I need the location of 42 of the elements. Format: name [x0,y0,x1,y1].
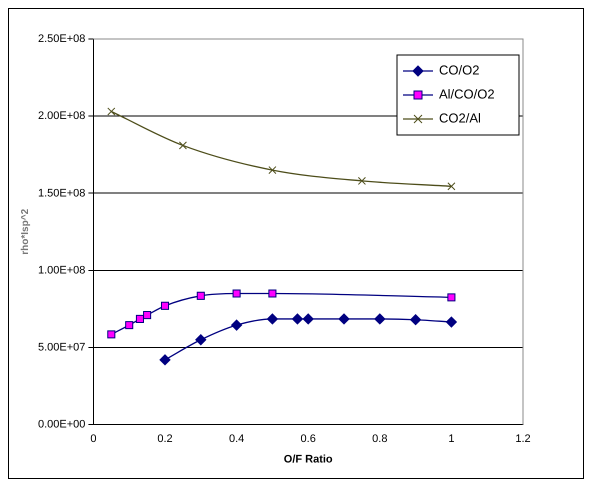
y-axis-title: rho*Isp^2 [20,208,31,255]
point [266,313,278,324]
point [447,182,456,190]
legend-label: Al/CO/O2 [439,86,495,102]
point [195,334,206,346]
point [446,316,457,328]
x-tick-label: 1.2 [515,433,531,446]
x-tick-label: 0.4 [228,433,244,446]
y-tick-label: 5.00E+07 [38,342,86,354]
y-tick-label: 1.00E+08 [38,264,86,276]
y-tick-label: 2.50E+08 [38,33,86,46]
point [160,354,171,366]
y-tick-label: 2.00E+08 [38,110,86,122]
point [136,314,144,323]
point [231,320,242,331]
legend-label: CO2/Al [439,110,482,126]
point [302,313,314,324]
x-tick-label: 0.2 [157,433,173,446]
point [143,311,152,320]
point [268,289,276,298]
point [178,141,187,150]
x-tick-label: 0.8 [372,433,388,446]
point [196,292,205,300]
x-tick-label: 0.6 [300,433,316,446]
point [358,176,366,185]
x-tick-label: 0 [90,433,96,446]
point [338,313,350,324]
x-axis-title: O/F Ratio [284,453,333,466]
point [447,293,456,302]
point [107,107,116,116]
x-tick-label: 1 [448,433,454,446]
point [125,321,134,330]
point [268,166,276,174]
point [107,330,116,338]
point [292,313,303,324]
point [232,289,241,298]
legend-label: CO/O2 [439,62,480,78]
y-tick-label: 1.50E+08 [38,187,86,200]
point [160,302,170,310]
point [374,313,386,324]
point [410,314,422,326]
y-tick-label: 0.00E+00 [38,418,86,431]
